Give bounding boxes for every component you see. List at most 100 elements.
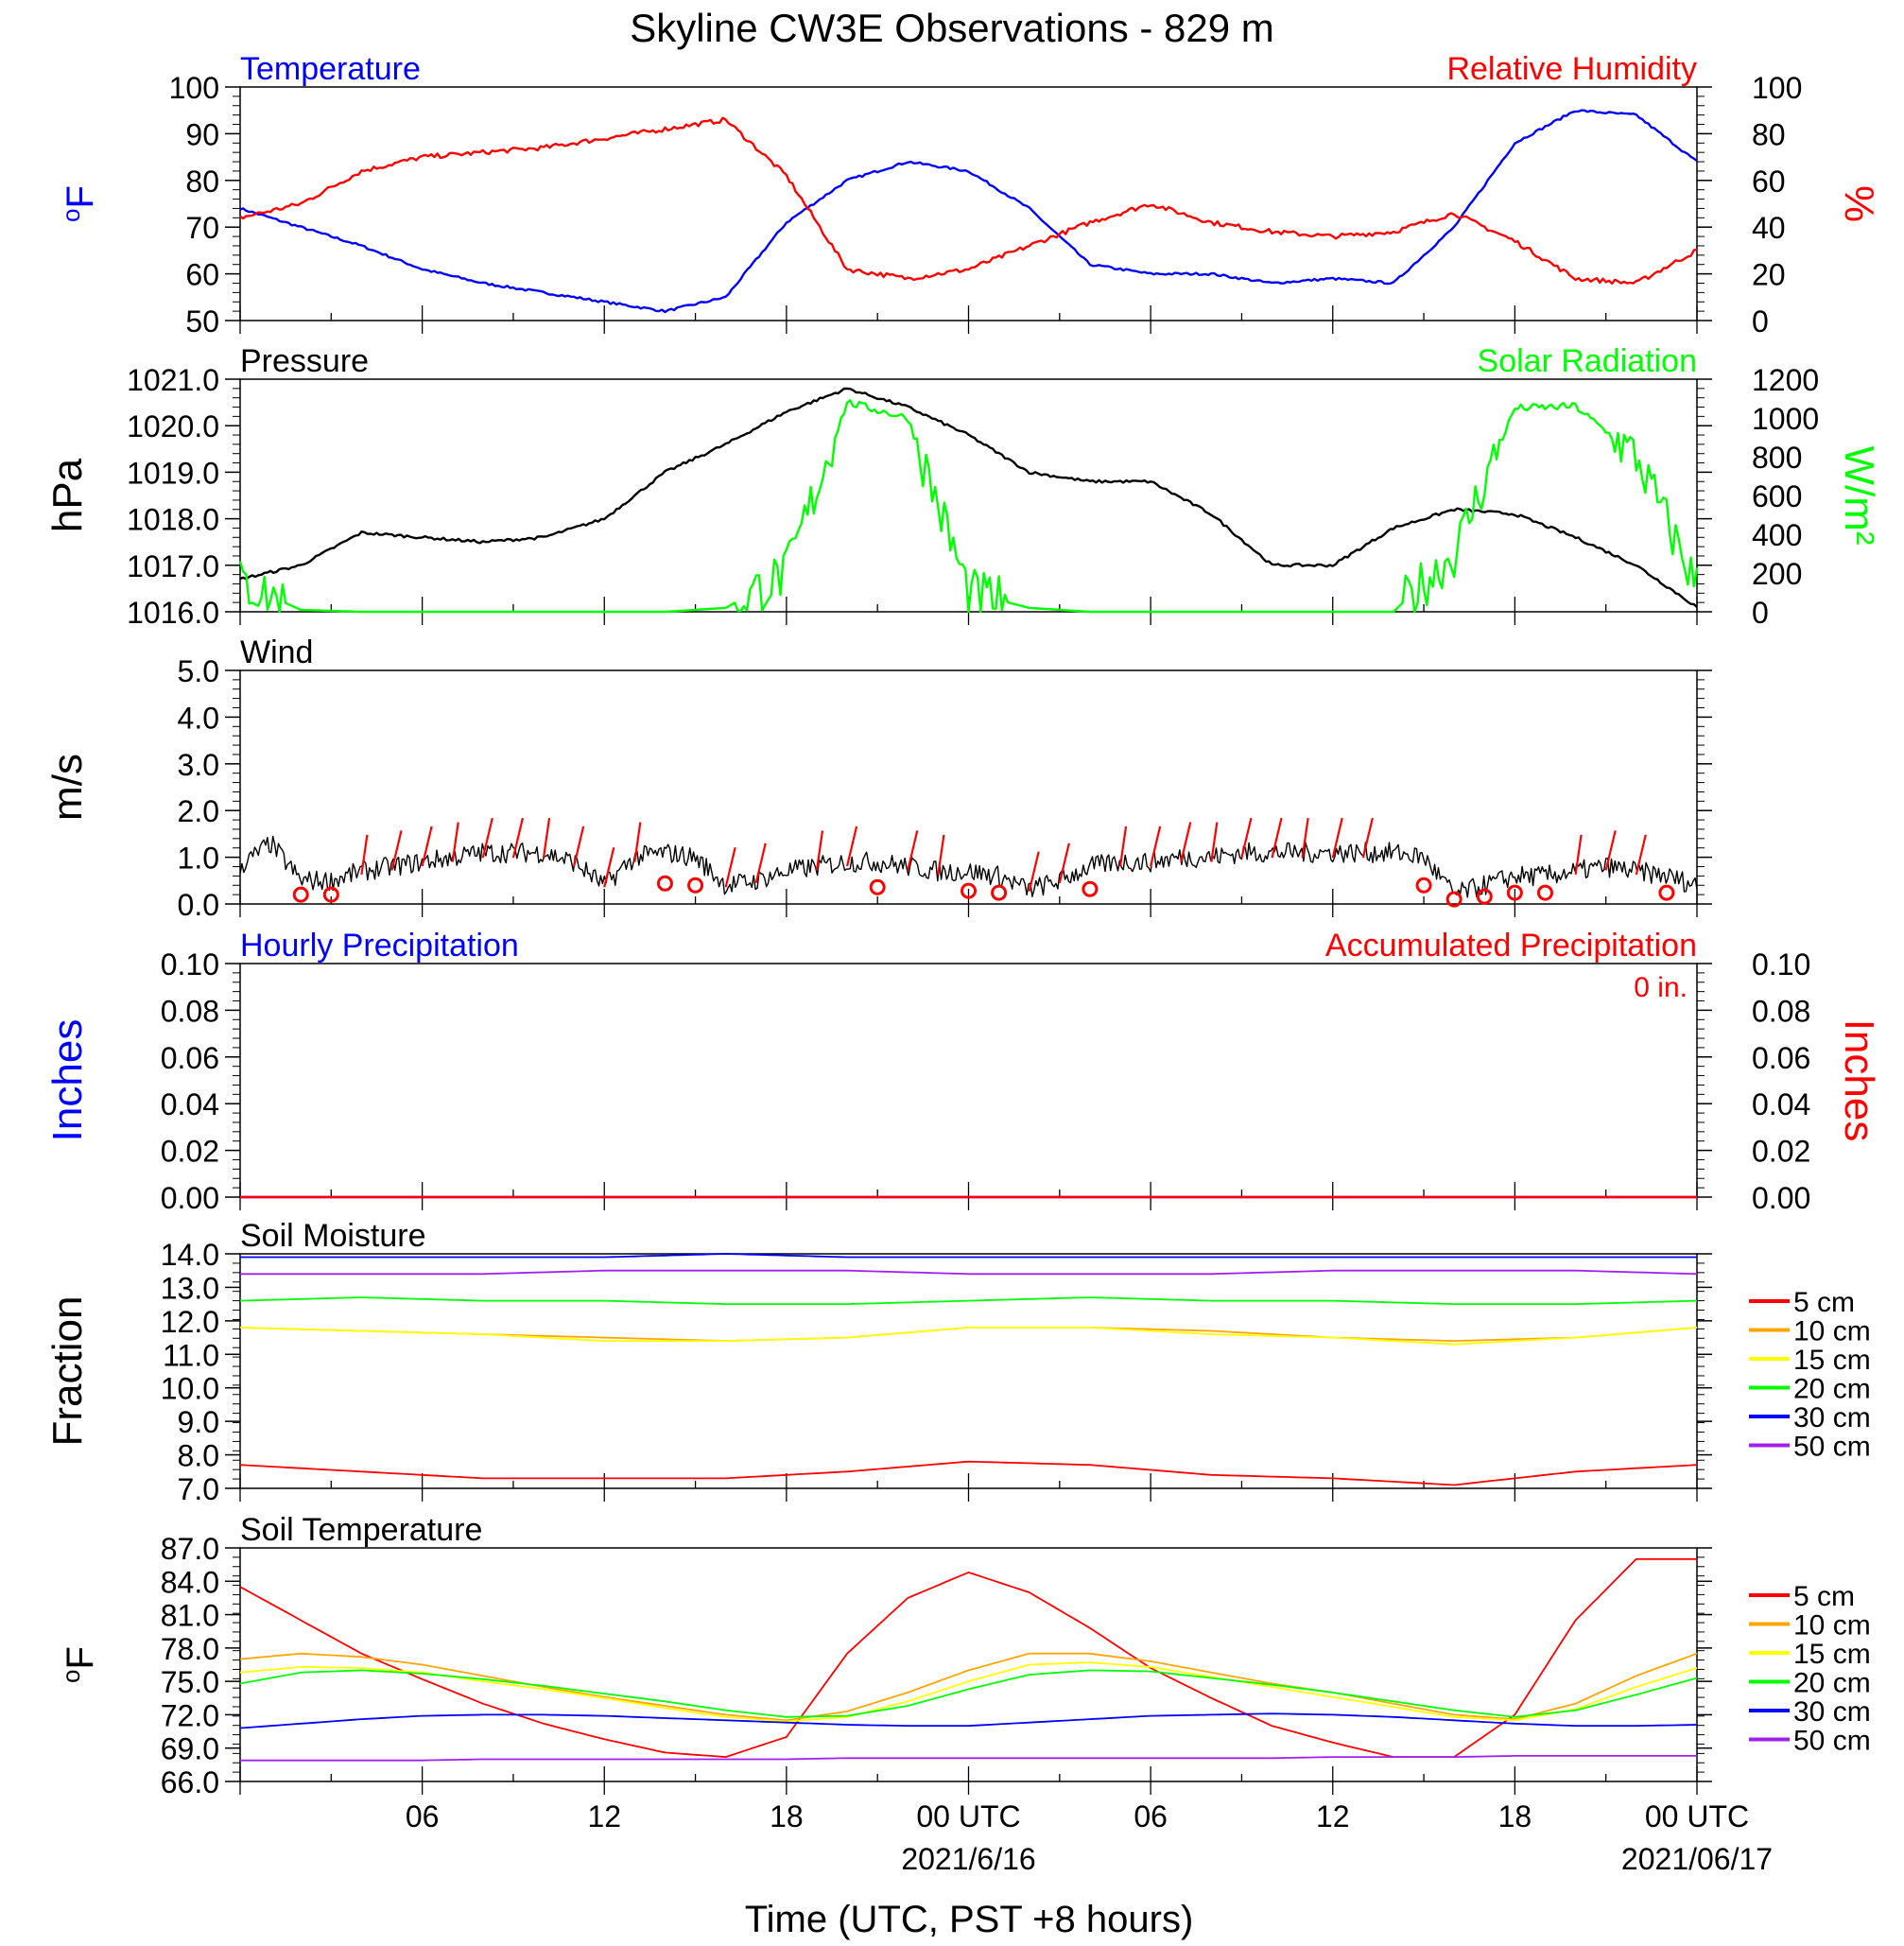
plot-frame: [239, 1547, 1698, 1782]
wind-barb: [1210, 822, 1219, 862]
calm-wind-marker: [961, 882, 977, 899]
wind-barb: [542, 817, 551, 859]
calm-wind-marker: [1476, 888, 1493, 905]
y-tick-label-left: 50: [185, 304, 219, 339]
y-tick-label-left: 1021.0: [127, 363, 219, 397]
legend-label: 5 cm: [1793, 1287, 1855, 1318]
panel-wind: 0.0 1.0 2.0 3.0 4.0 5.0 Wind m/s: [44, 634, 1712, 922]
y-tick-label-left: 0.08: [161, 994, 219, 1028]
legend-label: 50 cm: [1793, 1726, 1871, 1757]
y-tick-label-right: 200: [1752, 557, 1802, 591]
y-tick-label-left: 75.0: [161, 1665, 219, 1699]
wind-barb: [1574, 834, 1583, 876]
y-tick-label-right: 20: [1752, 258, 1786, 292]
panel-title-left: Soil Moisture: [240, 1218, 426, 1254]
legend-label: 50 cm: [1793, 1432, 1871, 1463]
y-tick-label-left: 72.0: [161, 1698, 219, 1732]
wind-barb: [1058, 843, 1070, 884]
y-tick-label-right: 600: [1752, 479, 1802, 513]
y-tick-label-right: 0.06: [1752, 1041, 1810, 1075]
y-tick-label-left: 90: [185, 117, 219, 151]
wind-barb: [907, 830, 919, 871]
calm-wind-marker: [1658, 884, 1675, 901]
y-axis-title-left: oF: [57, 1646, 101, 1683]
calm-wind-marker: [1415, 877, 1432, 894]
x-tick-label: 18: [770, 1799, 804, 1833]
calm-wind-marker: [656, 875, 673, 892]
y-tick-label-left: 0.0: [178, 888, 219, 922]
y-tick-label-left: 11.0: [163, 1338, 219, 1372]
legend-label: 20 cm: [1793, 1668, 1871, 1699]
y-tick-label-left: 10.0: [161, 1372, 219, 1406]
y-tick-label-left: 0.10: [161, 947, 219, 982]
wind-barb: [937, 834, 945, 876]
y-tick-label-right: 40: [1752, 211, 1786, 245]
y-axis-title-left: hPa: [44, 458, 91, 532]
y-tick-label-left: 1019.0: [127, 456, 219, 490]
y-tick-label-right: 400: [1752, 518, 1802, 552]
x-tick-label: 00 UTC: [1645, 1799, 1749, 1833]
panel-precipitation: 0.00 0.02 0.04 0.06 0.08 0.10 0.00 0.02 0.04 0.06…: [44, 928, 1882, 1215]
y-axis-title-right: Inches: [1836, 1019, 1882, 1142]
y-tick-label-right: 0.02: [1752, 1135, 1810, 1169]
y-tick-label-left: 81.0: [161, 1599, 219, 1633]
wind-barb: [724, 846, 736, 888]
series-line-20-cm: [239, 1296, 1698, 1305]
wind-barb: [481, 817, 493, 859]
y-axis-title-left: Inches: [44, 1019, 91, 1142]
y-tick-label-left: 1016.0: [127, 596, 219, 630]
panel-title-right: Solar Radiation: [1478, 343, 1697, 379]
x-date-label: 2021/6/16: [901, 1842, 1035, 1876]
y-axis-title-left: oF: [57, 185, 101, 222]
legend-label: 20 cm: [1793, 1374, 1871, 1405]
wind-barb: [360, 834, 369, 876]
wind-barb: [1150, 825, 1162, 867]
y-tick-label-left: 3.0: [178, 748, 219, 782]
panel-pressure-solar: 1016.0 1017.0 1018.0 1019.0 1020.0 1021.0 0 200…: [44, 343, 1882, 630]
plot-frame: [239, 378, 1698, 613]
y-tick-label-left: 60: [185, 258, 219, 292]
y-tick-label-left: 69.0: [161, 1732, 219, 1766]
wind-barb: [1604, 830, 1617, 871]
wind-barb: [754, 843, 767, 884]
y-tick-label-left: 1.0: [178, 842, 219, 876]
calm-wind-marker: [991, 884, 1008, 901]
y-tick-label-left: 9.0: [178, 1405, 219, 1439]
wind-barb: [1635, 834, 1647, 876]
y-tick-label-right: 80: [1752, 117, 1786, 151]
wind-barb: [633, 822, 642, 862]
y-tick-label-left: 80: [185, 165, 219, 199]
y-tick-label-left: 14.0: [161, 1238, 219, 1272]
y-axis-title-right: %: [1836, 185, 1882, 222]
wind-barb: [1361, 817, 1374, 859]
y-tick-label-left: 4.0: [178, 701, 219, 735]
y-tick-label-left: 0.02: [161, 1135, 219, 1169]
legend-label: 15 cm: [1793, 1345, 1871, 1376]
series-line-10-cm: [239, 1652, 1698, 1722]
x-tick-label: 06: [1134, 1799, 1168, 1833]
y-tick-label-right: 60: [1752, 165, 1786, 199]
calm-wind-marker: [1445, 891, 1463, 908]
wind-barb: [421, 825, 433, 867]
legend-label: 30 cm: [1793, 1696, 1871, 1728]
x-tick-label: 00 UTC: [916, 1799, 1020, 1833]
wind-barb: [1271, 817, 1283, 859]
y-tick-label-left: 12.0: [161, 1305, 219, 1339]
panel-title-right: Relative Humidity: [1446, 51, 1697, 87]
x-tick-label: 18: [1498, 1799, 1532, 1833]
series-line-pressure: [239, 387, 1698, 608]
panel-temperature-humidity: 50 60 70 80 90 100 0 20 40 60 80 100 Temperature Rela…: [57, 51, 1882, 339]
y-tick-label-right: 100: [1752, 71, 1802, 105]
plot-frame: [239, 963, 1698, 1198]
y-tick-label-right: 0.08: [1752, 994, 1810, 1028]
x-tick-label: 12: [1316, 1799, 1350, 1833]
series-line-temperature: [239, 109, 1698, 314]
y-tick-label-left: 66.0: [161, 1765, 219, 1799]
y-tick-label-left: 84.0: [161, 1565, 219, 1599]
wind-barb: [1028, 851, 1040, 892]
legend-label: 5 cm: [1793, 1581, 1855, 1612]
y-tick-label-left: 13.0: [161, 1271, 219, 1305]
legend-label: 30 cm: [1793, 1402, 1871, 1433]
series-line-5-cm: [239, 1557, 1697, 1758]
